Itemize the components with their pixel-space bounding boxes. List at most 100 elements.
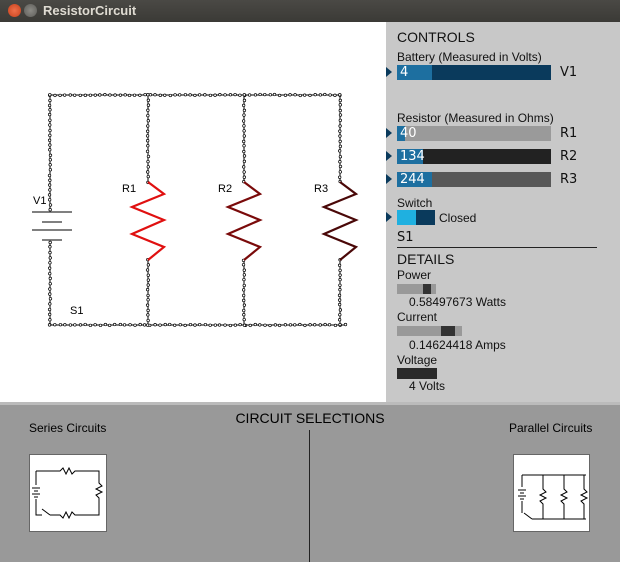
- electron-dot: [173, 324, 176, 327]
- electron-dot: [49, 129, 52, 132]
- power-label: Power: [397, 268, 431, 282]
- electron-dot: [314, 93, 317, 96]
- electron-dot: [147, 274, 150, 277]
- electron-dot: [339, 135, 342, 138]
- divider: [309, 430, 310, 562]
- electron-dot: [243, 318, 246, 321]
- resistor-r3[interactable]: [324, 182, 356, 260]
- electron-dot: [49, 119, 52, 122]
- power-bar: [397, 284, 436, 294]
- electron-dot: [339, 145, 342, 148]
- electron-dot: [243, 284, 246, 287]
- parallel-circuit-button[interactable]: [513, 454, 590, 532]
- r3-tag: R3: [560, 172, 577, 187]
- close-icon[interactable]: [8, 4, 21, 17]
- electron-dot: [319, 94, 322, 97]
- minimize-icon[interactable]: [24, 4, 37, 17]
- electron-dot: [48, 267, 51, 270]
- electron-dot: [146, 135, 149, 138]
- electron-dot: [147, 166, 150, 169]
- current-label: Current: [397, 310, 437, 324]
- electron-dot: [339, 109, 342, 112]
- electron-dot: [128, 94, 131, 97]
- electron-dot: [339, 140, 342, 143]
- electron-dot: [344, 323, 347, 326]
- r2-value: 134: [400, 149, 425, 164]
- electron-dot: [48, 194, 51, 197]
- r2-slider[interactable]: 134: [397, 149, 551, 164]
- electron-dot: [99, 324, 102, 327]
- electron-dot: [224, 324, 227, 327]
- series-circuit-button[interactable]: [29, 454, 107, 532]
- electron-dot: [113, 323, 116, 326]
- electron-dot: [339, 171, 342, 174]
- electron-dot: [338, 299, 341, 302]
- electron-dot: [149, 93, 152, 96]
- electron-dot: [339, 288, 342, 291]
- electron-dot: [209, 324, 212, 327]
- slider-arrow-icon: [386, 128, 392, 138]
- switch-toggle[interactable]: [397, 210, 435, 225]
- electron-dot: [147, 99, 150, 102]
- electron-dot: [243, 171, 246, 174]
- electron-dot: [243, 94, 246, 97]
- r1-slider[interactable]: 40: [397, 126, 551, 141]
- electron-dot: [339, 284, 342, 287]
- electron-dot: [214, 324, 217, 327]
- electron-dot: [243, 150, 246, 153]
- electron-dot: [48, 184, 51, 187]
- electron-dot: [242, 294, 245, 297]
- resistor-r1[interactable]: [132, 182, 164, 260]
- r3-slider[interactable]: 244: [397, 172, 551, 187]
- electron-dot: [339, 274, 342, 277]
- battery-label: V1: [33, 195, 46, 207]
- electron-dot: [54, 323, 57, 326]
- electron-dot: [328, 323, 331, 326]
- title-bar: ResistorCircuit: [0, 0, 620, 22]
- resistor-r2[interactable]: [228, 182, 260, 260]
- electron-dot: [242, 299, 245, 302]
- electron-dot: [69, 94, 72, 97]
- electron-dot: [48, 148, 51, 151]
- electron-dot: [338, 93, 341, 96]
- current-value: 0.14624418 Amps: [409, 338, 506, 352]
- r1-value: 40: [400, 126, 417, 141]
- electron-dot: [59, 94, 62, 97]
- electron-dot: [269, 324, 272, 327]
- electron-dot: [79, 324, 82, 327]
- electron-dot: [73, 94, 76, 97]
- electron-dot: [254, 94, 257, 97]
- electron-dot: [146, 139, 149, 142]
- electron-dot: [49, 154, 52, 157]
- resistor-label: Resistor (Measured in Ohms): [397, 111, 554, 125]
- slider-arrow-icon: [386, 174, 392, 184]
- slider-arrow-icon: [386, 151, 392, 161]
- electron-dot: [278, 324, 281, 327]
- electron-dot: [273, 93, 276, 96]
- battery-slider[interactable]: 4: [397, 65, 551, 80]
- electron-dot: [254, 323, 257, 326]
- electron-dot: [48, 324, 51, 327]
- electron-dot: [144, 93, 147, 96]
- electron-dot: [49, 189, 52, 192]
- electron-dot: [264, 324, 267, 327]
- electron-dot: [303, 94, 306, 97]
- electron-dot: [242, 263, 245, 266]
- controls-heading: CONTROLS: [397, 29, 475, 45]
- electron-dot: [146, 150, 149, 153]
- electron-dot: [48, 113, 51, 116]
- electron-dot: [243, 278, 246, 281]
- battery-value: 4: [400, 65, 408, 80]
- electron-dot: [243, 324, 246, 327]
- electron-dot: [48, 308, 51, 311]
- electron-dot: [284, 94, 287, 97]
- electron-dot: [248, 94, 251, 97]
- circuit-selections-panel: CIRCUIT SELECTIONS Series Circuits Paral…: [0, 402, 620, 559]
- electron-dot: [99, 94, 102, 97]
- electron-dot: [143, 324, 146, 327]
- battery-icon[interactable]: [32, 212, 72, 240]
- electron-dot: [218, 324, 221, 327]
- electron-dot: [274, 324, 277, 327]
- electron-dot: [339, 114, 342, 117]
- battery-tag: V1: [560, 65, 577, 80]
